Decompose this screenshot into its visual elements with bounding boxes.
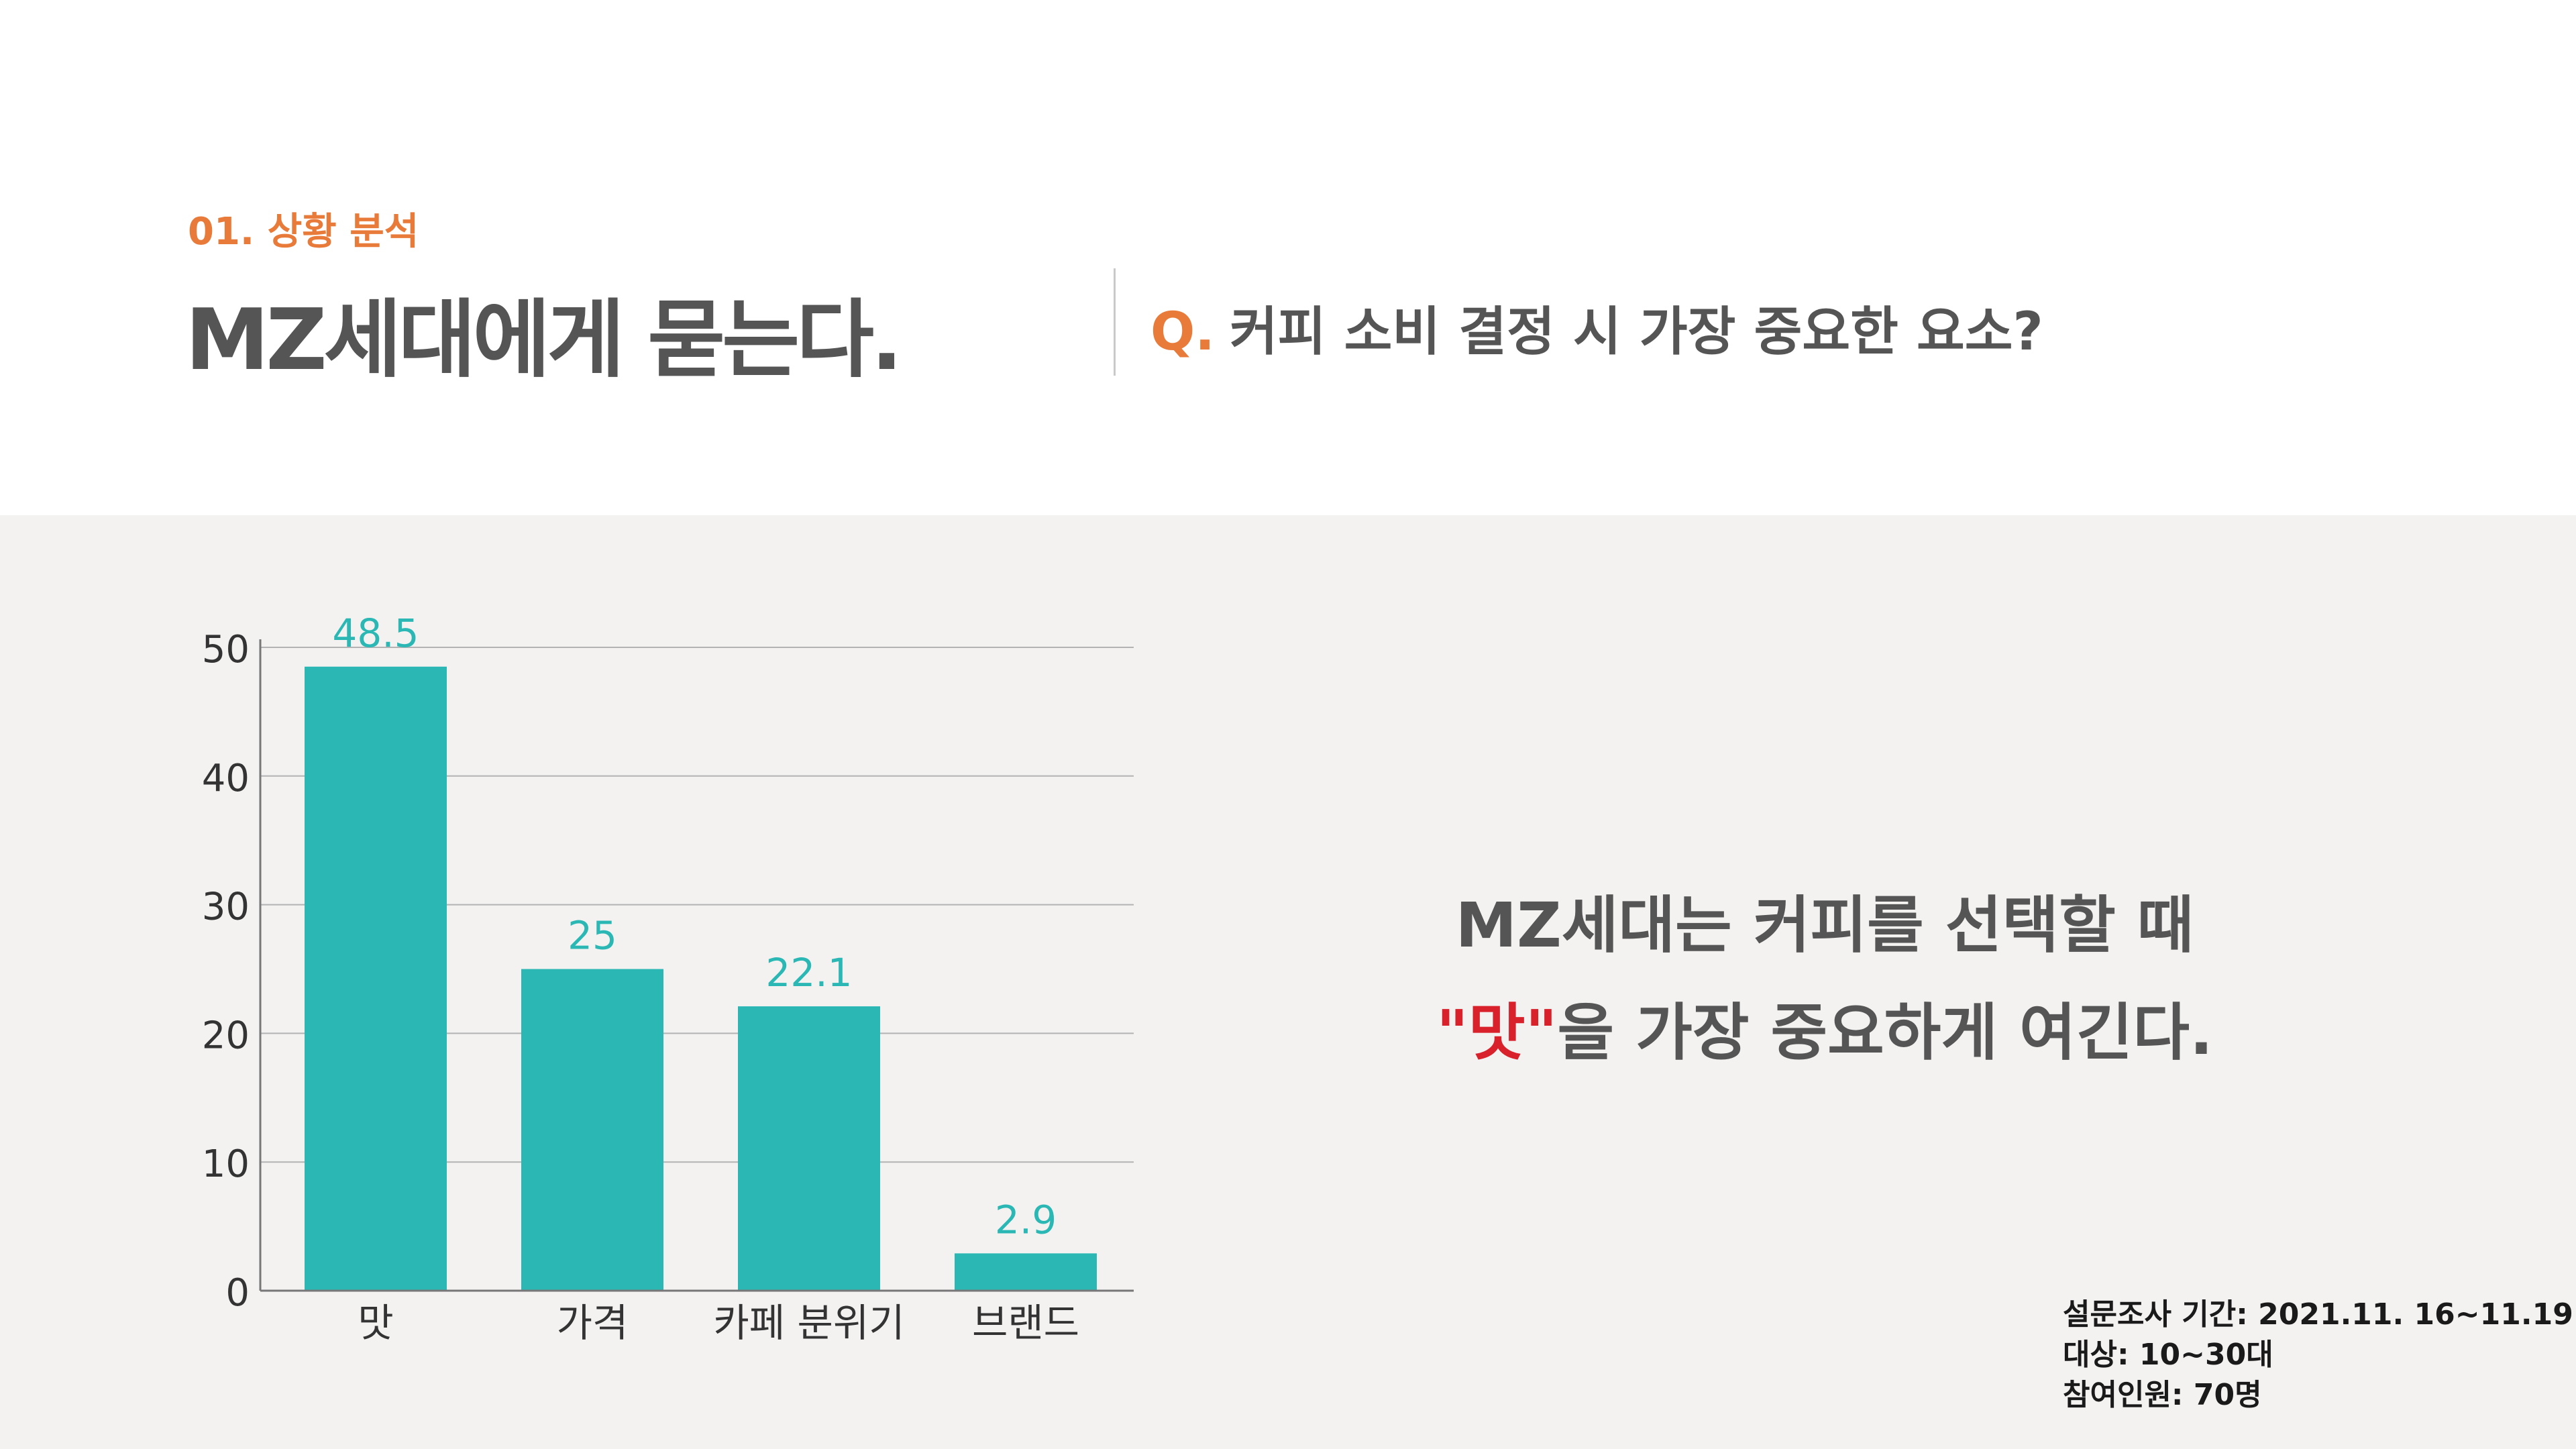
conclusion-line-1: MZ세대는 커피를 선택할 때 [1455, 890, 2194, 961]
conclusion-line-2-rest: 을 가장 중요하게 여긴다. [1557, 997, 2213, 1069]
header-panel [0, 0, 2576, 515]
bar [521, 969, 663, 1291]
survey-question: Q. 커피 소비 결정 시 가장 중요한 요소? [1150, 290, 2043, 365]
header-divider [1114, 268, 1116, 376]
bar [955, 1253, 1097, 1291]
y-tick-label: 30 [202, 885, 250, 929]
survey-info: 설문조사 기간: 2021.11. 16~11.19 대상: 10~30대 참여… [2063, 1295, 2573, 1415]
y-tick-label: 10 [202, 1142, 250, 1186]
y-tick-label: 40 [202, 757, 250, 800]
conclusion-emphasis: "맛" [1436, 997, 1558, 1069]
x-tick-label: 브랜드 [972, 1300, 1079, 1346]
survey-participants: 참여인원: 70명 [2063, 1378, 2262, 1412]
question-text: 커피 소비 결정 시 가장 중요한 요소? [1229, 302, 2043, 362]
data-label: 2.9 [995, 1197, 1057, 1242]
question-prefix: Q. [1150, 302, 1215, 362]
y-tick-label: 20 [202, 1014, 250, 1057]
x-tick-label: 맛 [358, 1300, 393, 1346]
conclusion-text: MZ세대는 커피를 선택할 때 "맛"을 가장 중요하게 여긴다. [1301, 872, 2348, 1087]
section-label: 01. 상황 분석 [188, 210, 419, 254]
x-tick-label: 카페 분위기 [713, 1300, 904, 1346]
survey-period: 설문조사 기간: 2021.11. 16~11.19 [2063, 1297, 2573, 1332]
data-label: 22.1 [765, 950, 852, 996]
page-title: MZ세대에게 묻는다. [185, 290, 903, 389]
bar [738, 1006, 880, 1291]
conclusion-line-2: "맛"을 가장 중요하게 여긴다. [1301, 979, 2348, 1087]
data-label: 48.5 [332, 610, 419, 656]
bar [305, 666, 447, 1291]
y-tick-label: 50 [202, 628, 250, 672]
x-tick-label: 가격 [557, 1300, 629, 1346]
survey-target: 대상: 10~30대 [2063, 1338, 2273, 1372]
y-tick-label: 0 [225, 1271, 250, 1315]
data-label: 25 [568, 913, 617, 959]
